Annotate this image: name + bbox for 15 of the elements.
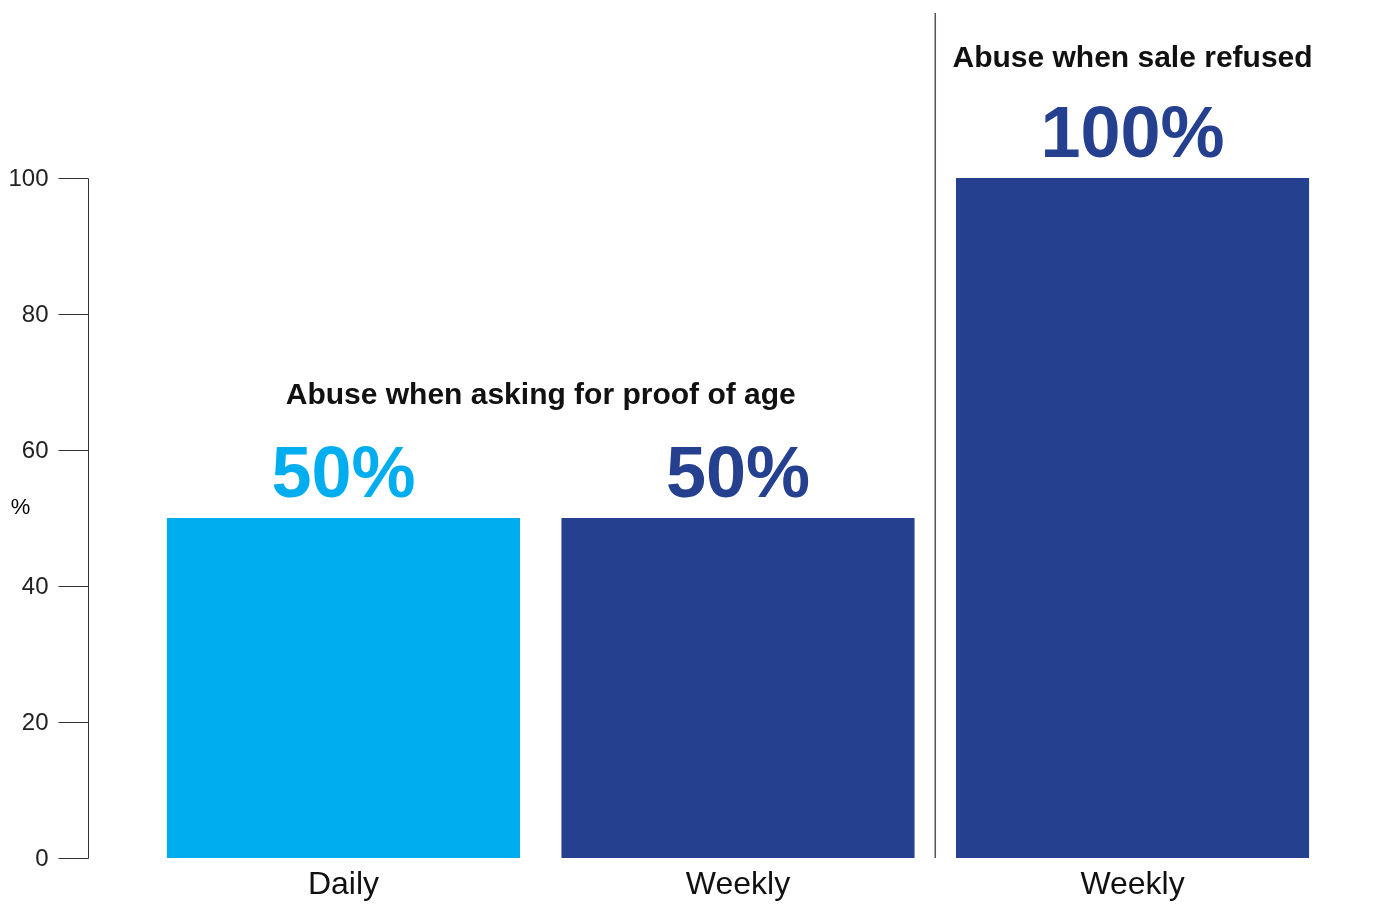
y-tick-label: 0 xyxy=(35,843,49,871)
y-axis-title: % xyxy=(10,493,31,519)
y-tick-label: 100 xyxy=(8,163,49,191)
y-tick-label: 40 xyxy=(21,571,49,599)
data-label: 50% xyxy=(271,432,416,512)
annotation: Abuse when asking for proof of age xyxy=(285,377,796,410)
y-tick-label: 80 xyxy=(21,299,49,327)
data-label: 50% xyxy=(665,432,811,512)
y-tick-label: 20 xyxy=(21,707,49,735)
data-label: 100% xyxy=(1040,92,1225,172)
y-tick-label: 60 xyxy=(21,435,49,463)
x-tick-label: Daily xyxy=(307,864,380,901)
x-tick-label: Weekly xyxy=(1080,864,1185,901)
x-tick-label: Weekly xyxy=(685,864,791,901)
text: Abuse when sale refused xyxy=(952,40,1313,73)
